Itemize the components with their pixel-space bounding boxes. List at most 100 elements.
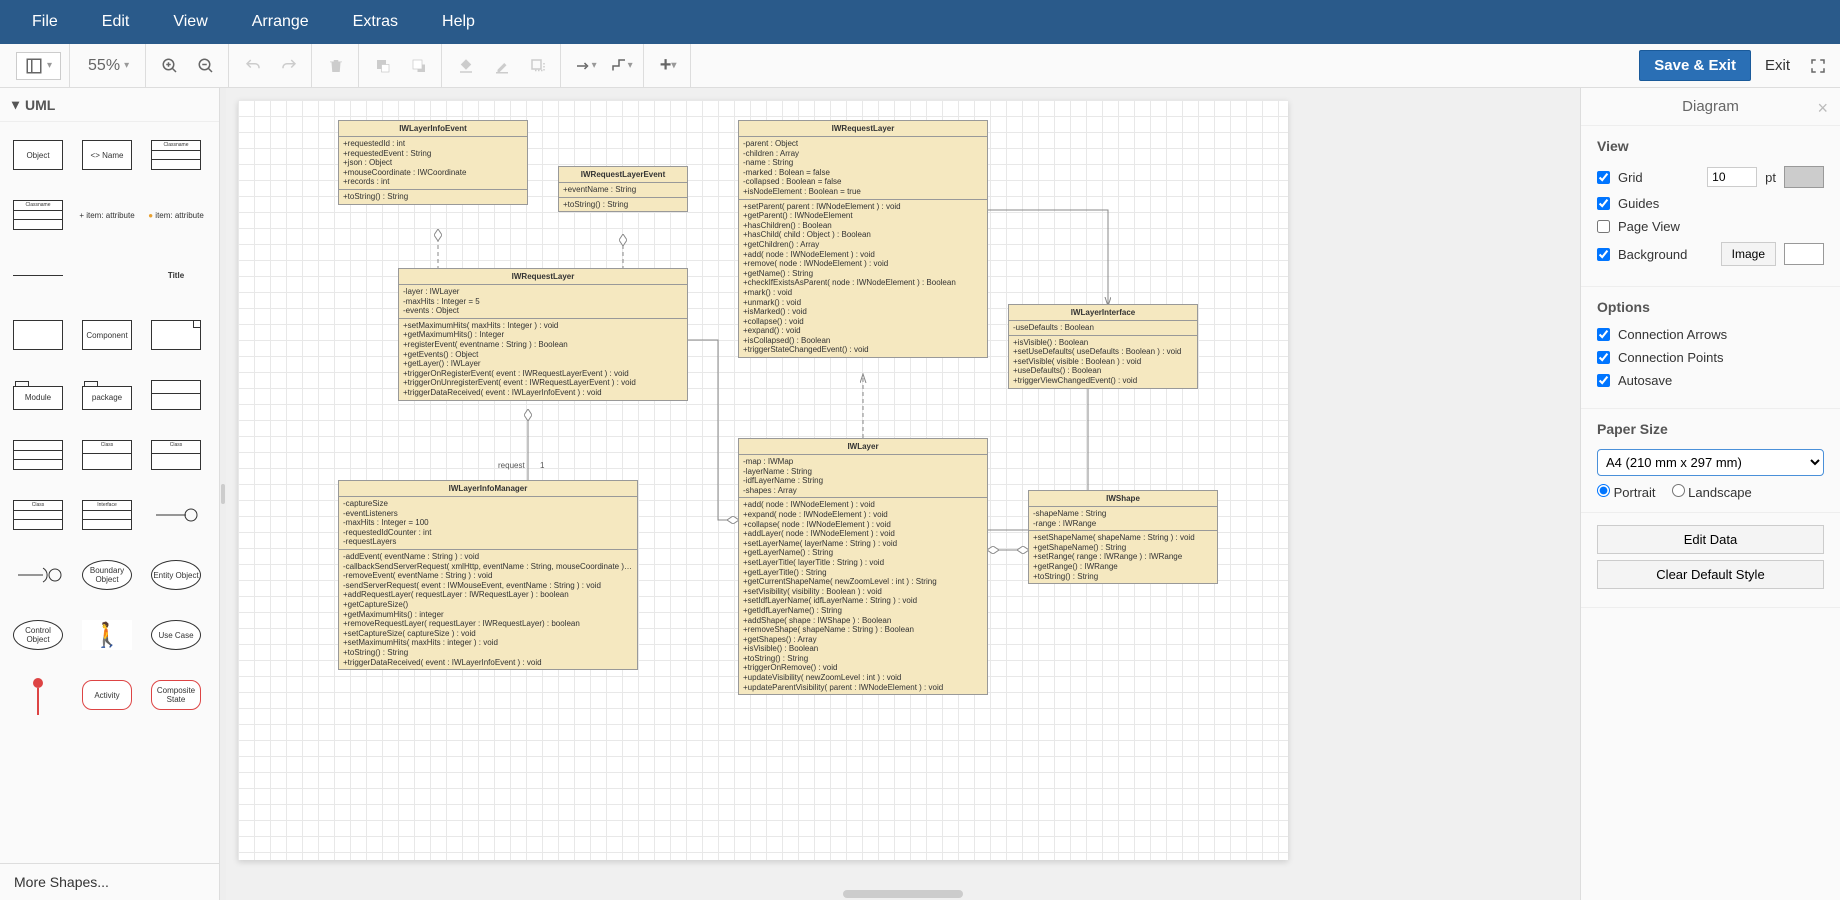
background-checkbox[interactable] [1597,248,1610,261]
shape-palette-item[interactable]: Component [77,310,137,360]
shape-palette-item[interactable]: Class [77,430,137,480]
uml-class-IWShape[interactable]: IWShape-shapeName : String-range : IWRan… [1028,490,1218,584]
connection-icon[interactable]: ▾ [571,52,599,80]
shape-palette-item[interactable]: <> Name [77,130,137,180]
shape-palette-item[interactable]: Entity Object [146,550,206,600]
horizontal-scrollbar[interactable] [843,890,963,898]
grid-color-swatch[interactable] [1784,166,1824,188]
shape-palette-item[interactable]: Boundary Object [77,550,137,600]
background-color-swatch[interactable] [1784,243,1824,265]
shape-palette-item[interactable]: Module [8,370,68,420]
paper-size-select[interactable]: A4 (210 mm x 297 mm) [1597,449,1824,476]
menu-extras[interactable]: Extras [333,3,418,41]
paper-section-header: Paper Size [1597,421,1824,437]
shape-palette-item[interactable]: Activity [77,670,137,720]
shape-palette-item[interactable] [8,550,68,600]
save-exit-button[interactable]: Save & Exit [1639,50,1751,81]
conn-points-label: Connection Points [1618,350,1824,365]
shape-palette-item[interactable] [77,250,137,300]
pageview-checkbox[interactable] [1597,220,1610,233]
menu-edit[interactable]: Edit [82,3,150,41]
uml-class-IWLayerInfoEvent[interactable]: IWLayerInfoEvent+requestedId : int+reque… [338,120,528,205]
shape-palette-item[interactable] [8,310,68,360]
conn-points-checkbox[interactable] [1597,351,1610,364]
shape-palette-item[interactable]: Classname [8,190,68,240]
shape-palette-item[interactable] [8,250,68,300]
view-section-header: View [1597,138,1824,154]
menu-help[interactable]: Help [422,3,495,41]
shape-palette-item[interactable]: Interface [77,490,137,540]
redo-icon[interactable] [275,52,303,80]
to-front-icon[interactable] [369,52,397,80]
menu-file[interactable]: File [12,3,78,41]
shape-palette-item[interactable]: Classname [146,130,206,180]
zoom-display[interactable]: 55%▾ [80,57,137,75]
zoom-out-icon[interactable] [192,52,220,80]
edit-data-button[interactable]: Edit Data [1597,525,1824,554]
portrait-radio[interactable]: Portrait [1597,484,1656,500]
fullscreen-icon[interactable] [1804,52,1832,80]
zoom-in-icon[interactable] [156,52,184,80]
shape-palette-item[interactable]: Composite State [146,670,206,720]
fill-color-icon[interactable] [452,52,480,80]
grid-unit: pt [1765,170,1776,185]
shape-palette-item[interactable]: Control Object [8,610,68,660]
shape-palette-item[interactable]: Class [146,430,206,480]
view-dropdown[interactable]: ▾ [16,52,61,80]
landscape-radio[interactable]: Landscape [1672,484,1752,500]
shape-palette-item[interactable]: Object [8,130,68,180]
uml-class-IWRequestLayer_class[interactable]: IWRequestLayer-layer : IWLayer-maxHits :… [398,268,688,401]
uml-class-IWRequestLayer_top[interactable]: IWRequestLayer-parent : Object-children … [738,120,988,358]
insert-icon[interactable]: +▾ [654,52,682,80]
toolbar: ▾ 55%▾ ▾ ▾ +▾ Save & Exit Exit [0,44,1840,88]
uml-class-IWRequestLayerEvent[interactable]: IWRequestLayerEvent+eventName : String+t… [558,166,688,212]
close-panel-icon[interactable]: × [1817,98,1828,119]
shape-palette-item[interactable]: Class [8,490,68,540]
exit-button[interactable]: Exit [1753,51,1802,80]
shape-palette-item[interactable] [146,490,206,540]
menu-arrange[interactable]: Arrange [232,3,329,41]
guides-checkbox[interactable] [1597,197,1610,210]
shapes-palette: Object<> NameClassname Classname+ item: a… [0,122,219,863]
menu-bar: File Edit View Arrange Extras Help [0,0,1840,44]
shadow-icon[interactable] [524,52,552,80]
svg-text:1: 1 [540,461,545,470]
background-image-button[interactable]: Image [1721,242,1776,266]
autosave-checkbox[interactable] [1597,374,1610,387]
conn-arrows-checkbox[interactable] [1597,328,1610,341]
undo-icon[interactable] [239,52,267,80]
shapes-category-header[interactable]: ▾ UML [0,88,219,122]
uml-class-IWLayerInfoManager[interactable]: IWLayerInfoManager-captureSize-eventList… [338,480,638,670]
shape-palette-item[interactable]: 🚶 [77,610,137,660]
menu-view[interactable]: View [153,3,227,41]
shape-palette-item[interactable] [8,670,68,720]
uml-class-IWLayerInterface[interactable]: IWLayerInterface-useDefaults : Boolean+i… [1008,304,1198,389]
shape-palette-item[interactable] [146,310,206,360]
shape-palette-item[interactable]: ● item: attribute [146,190,206,240]
clear-style-button[interactable]: Clear Default Style [1597,560,1824,589]
uml-class-IWLayer[interactable]: IWLayer-map : IWMap-layerName : String-i… [738,438,988,695]
shape-palette-item[interactable]: + item: attribute [77,190,137,240]
caret-icon: ▾ [47,60,52,71]
grid-size-input[interactable] [1707,167,1757,187]
shape-palette-item[interactable]: Title [146,250,206,300]
format-panel: Diagram × View Grid pt Guides Page View [1580,88,1840,900]
shape-palette-item[interactable]: Use Case [146,610,206,660]
grid-label: Grid [1618,170,1699,185]
collapse-icon: ▾ [12,96,19,113]
shape-palette-item[interactable] [8,430,68,480]
grid-checkbox[interactable] [1597,171,1610,184]
shape-palette-item[interactable] [146,370,206,420]
guides-label: Guides [1618,196,1824,211]
canvas-page[interactable]: request1 IWLayerInfoEvent+requestedId : … [238,100,1288,860]
pageview-label: Page View [1618,219,1824,234]
to-back-icon[interactable] [405,52,433,80]
canvas-container[interactable]: request1 IWLayerInfoEvent+requestedId : … [226,88,1580,900]
delete-icon[interactable] [322,52,350,80]
line-color-icon[interactable] [488,52,516,80]
shape-palette-item[interactable]: package [77,370,137,420]
more-shapes-button[interactable]: More Shapes... [0,863,219,900]
waypoints-icon[interactable]: ▾ [607,52,635,80]
panel-title: Diagram × [1581,88,1840,126]
conn-arrows-label: Connection Arrows [1618,327,1824,342]
